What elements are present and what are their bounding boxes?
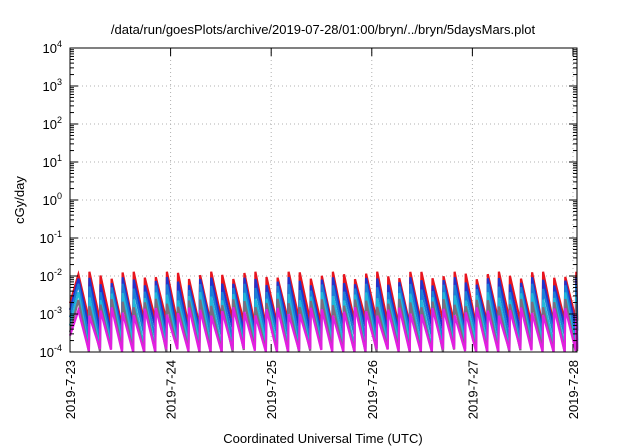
- x-tick-label: 2019-7-28: [566, 360, 581, 419]
- x-axis-label: Coordinated Universal Time (UTC): [223, 431, 422, 446]
- y-tick-label: 103: [43, 77, 62, 94]
- x-tick-label: 2019-7-25: [264, 360, 279, 419]
- y-tick-label: 10-3: [40, 305, 62, 322]
- x-tick-label: 2019-7-27: [465, 360, 480, 419]
- y-tick-label: 10-1: [40, 229, 62, 246]
- y-tick-label: 101: [43, 153, 62, 170]
- y-axis-label: cGy/day: [12, 176, 27, 224]
- y-tick-label: 102: [43, 115, 62, 132]
- x-tick-label: 2019-7-24: [164, 360, 179, 419]
- y-tick-label: 100: [43, 191, 62, 208]
- x-tick-label: 2019-7-23: [63, 360, 78, 419]
- series-group: [68, 270, 579, 353]
- y-tick-label: 10-2: [40, 267, 62, 284]
- x-axis: 2019-7-23 2019-7-24 2019-7-25 2019-7-26 2019…: [63, 48, 581, 419]
- x-tick-label: 2019-7-26: [365, 360, 380, 419]
- y-axis: 10-4 10-3 10-2 10-1 100 101 102 103 104: [40, 39, 577, 360]
- y-tick-label: 10-4: [40, 343, 62, 360]
- y-tick-label: 104: [43, 39, 62, 56]
- chart-title: /data/run/goesPlots/archive/2019-07-28/0…: [111, 22, 536, 37]
